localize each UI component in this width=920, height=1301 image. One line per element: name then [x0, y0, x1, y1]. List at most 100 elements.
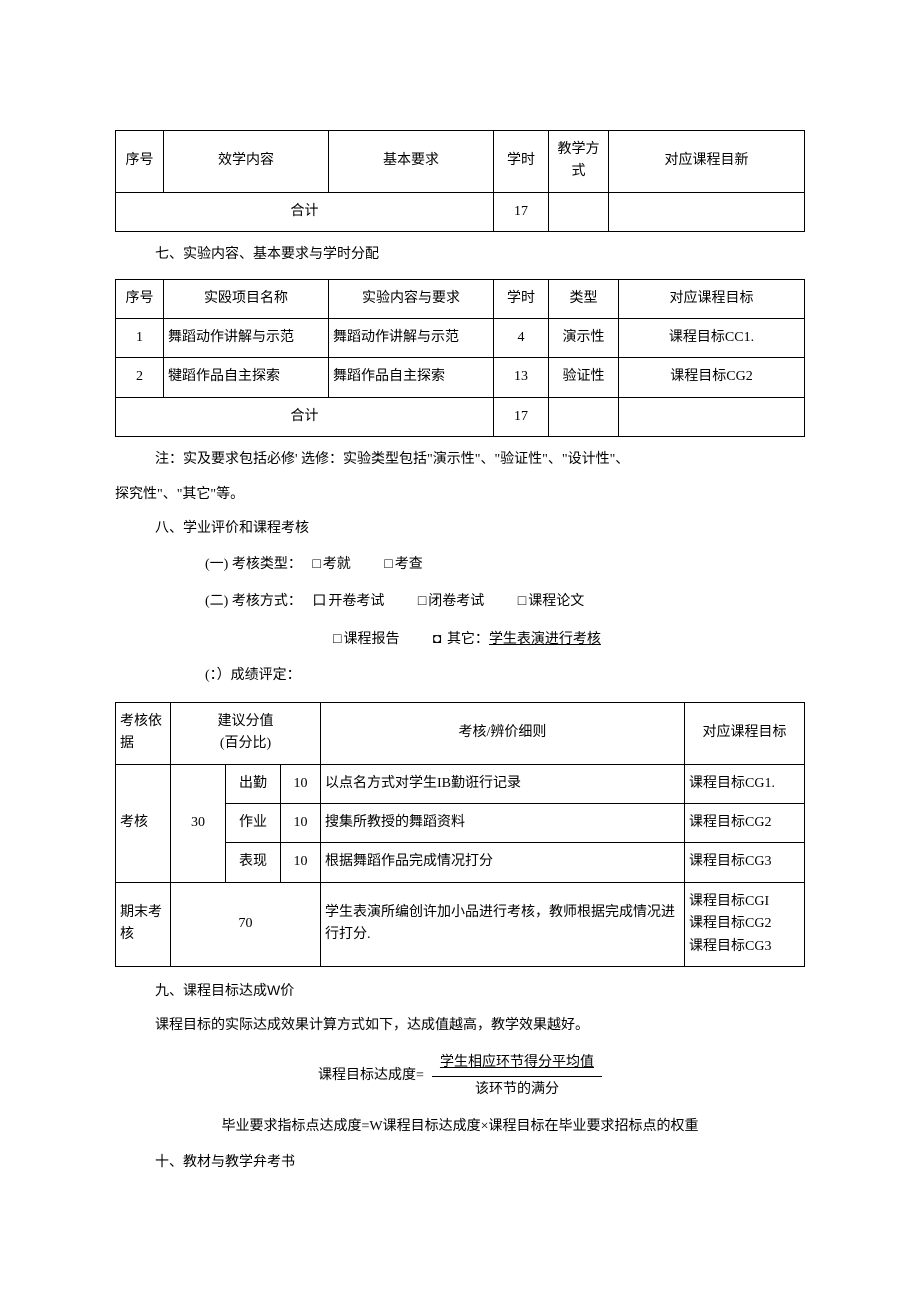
header-detail: 考核/辨价细则: [321, 702, 685, 764]
sub-goal: 课程目标CG1.: [685, 764, 805, 803]
section-9-title: 九、课程目标达成W价: [155, 979, 805, 1003]
note-line2: 探究性"、"其它"等。: [115, 484, 805, 506]
opt-exam: 考就: [323, 557, 351, 572]
row-content: 舞蹈作品自主探索: [329, 358, 494, 397]
assessment-type-row: (一) 考核类型： □考就 □考查: [205, 554, 805, 576]
row-num: 1: [116, 318, 164, 357]
opt-other-prefix: 其它：: [447, 632, 489, 647]
table-header-row: 序号 效学内容 基本要求 学时 教学方式 对应课程目新: [116, 131, 805, 193]
header-cell: 类型: [549, 279, 619, 318]
total-hours: 17: [494, 192, 549, 231]
item2-label: (二) 考核方式：: [205, 594, 302, 609]
group-name: 考核: [116, 764, 171, 882]
opt-paper: 课程论文: [528, 594, 584, 609]
section-8-title: 八、学业评价和课程考核: [155, 518, 805, 540]
sub-detail: 以点名方式对学生IB勤诳行记录: [321, 764, 685, 803]
sub-detail: 根据舞蹈作品完成情况打分: [321, 843, 685, 882]
opt-open: 开卷考试: [328, 594, 384, 609]
goal-line: 课程目标CG3: [689, 939, 771, 954]
grading-label: (：）成绩评定：: [205, 665, 805, 687]
total-hours: 17: [494, 397, 549, 436]
row-type: 验证性: [549, 358, 619, 397]
row-content: 舞蹈动作讲解与示范: [329, 318, 494, 357]
header-basis: 考核依据: [116, 702, 171, 764]
sub-detail: 搜集所教授的舞蹈资料: [321, 804, 685, 843]
goal-line: 课程目标CGI: [689, 894, 769, 909]
header-cell: 序号: [116, 131, 164, 193]
checkbox-icon: □: [418, 591, 426, 613]
total-label: 合计: [116, 192, 494, 231]
opt-other-text: 学生表演进行考核: [489, 632, 601, 647]
opt-closed: 闭卷考试: [428, 594, 484, 609]
header-cell: 序号: [116, 279, 164, 318]
header-cell: 学时: [494, 279, 549, 318]
checkbox-icon: □: [384, 554, 392, 576]
table-row: 期末考核 70 学生表演所编创许加小品进行考核，教师根据完成情况进行打分. 课程…: [116, 882, 805, 966]
checkbox-checked-icon: ◘: [433, 627, 441, 649]
header-cell: 对应课程目新: [609, 131, 805, 193]
section-9-desc: 课程目标的实际达成效果计算方式如下，达成值越高，教学效果越好。: [155, 1015, 805, 1037]
header-cell: 实殴项目名称: [164, 279, 329, 318]
sub-item: 表现: [226, 843, 281, 882]
group-score: 30: [171, 764, 226, 882]
fraction: 学生相应环节得分平均值 该环节的满分: [432, 1052, 602, 1102]
note-line1: 注：实及要求包括必修' 选修：实验类型包括"演示性"、"验证性"、"设计性"、: [155, 449, 805, 471]
empty-cell: [549, 397, 619, 436]
assessment-method-row1: (二) 考核方式： 口开卷考试 □闭卷考试 □课程论文: [205, 591, 805, 613]
table-row: 考核 30 出勤 10 以点名方式对学生IB勤诳行记录 课程目标CG1.: [116, 764, 805, 803]
teaching-content-table: 序号 效学内容 基本要求 学时 教学方式 对应课程目新 合计 17: [115, 130, 805, 232]
row-type: 演示性: [549, 318, 619, 357]
assessment-table: 考核依据 建议分值 (百分比) 考核/辨价细则 对应课程目标 考核 30 出勤 …: [115, 702, 805, 967]
formula-1: 课程目标达成度= 学生相应环节得分平均值 该环节的满分: [115, 1052, 805, 1102]
row-name: 犍蹈作品自主探索: [164, 358, 329, 397]
table-total-row: 合计 17: [116, 192, 805, 231]
row-hours: 4: [494, 318, 549, 357]
empty-cell: [549, 192, 609, 231]
goal-line: 课程目标CG2: [689, 916, 771, 931]
sub-item: 作业: [226, 804, 281, 843]
section-7-title: 七、实验内容、基本要求与学时分配: [155, 244, 805, 266]
formula-numerator: 学生相应环节得分平均值: [432, 1052, 602, 1077]
formula-2: 毕业要求指标点达成度=W课程目标达成度×课程目标在毕业要求招标点的权重: [115, 1116, 805, 1138]
row-num: 2: [116, 358, 164, 397]
group-goals: 课程目标CGI 课程目标CG2 课程目标CG3: [685, 882, 805, 966]
sub-goal: 课程目标CG2: [685, 804, 805, 843]
item1-label: (一) 考核类型：: [205, 557, 302, 572]
row-goal: 课程目标CG2: [619, 358, 805, 397]
header-score-line2: (百分比): [220, 736, 271, 751]
row-goal: 课程目标CC1.: [619, 318, 805, 357]
header-cell: 教学方式: [549, 131, 609, 193]
checkbox-icon: □: [518, 591, 526, 613]
section-10-title: 十、教材与教学弁考书: [155, 1152, 805, 1174]
formula-denominator: 该环节的满分: [475, 1077, 559, 1101]
sub-item: 出勤: [226, 764, 281, 803]
group-score: 70: [171, 882, 321, 966]
row-name: 舞蹈动作讲解与示范: [164, 318, 329, 357]
header-cell: 基本要求: [329, 131, 494, 193]
header-cell: 学时: [494, 131, 549, 193]
header-goal: 对应课程目标: [685, 702, 805, 764]
total-label: 合计: [116, 397, 494, 436]
table-row: 2 犍蹈作品自主探索 舞蹈作品自主探索 13 验证性 课程目标CG2: [116, 358, 805, 397]
group-name: 期末考核: [116, 882, 171, 966]
header-cell: 实验内容与要求: [329, 279, 494, 318]
header-cell: 效学内容: [164, 131, 329, 193]
opt-report: 课程报告: [343, 632, 399, 647]
opt-check: 考查: [395, 557, 423, 572]
group-detail: 学生表演所编创许加小品进行考核，教师根据完成情况进行打分.: [321, 882, 685, 966]
checkbox-icon: □: [333, 629, 341, 651]
header-cell: 对应课程目标: [619, 279, 805, 318]
sub-pts: 10: [281, 804, 321, 843]
sub-goal: 课程目标CG3: [685, 843, 805, 882]
row-hours: 13: [494, 358, 549, 397]
experiment-table: 序号 实殴项目名称 实验内容与要求 学时 类型 对应课程目标 1 舞蹈动作讲解与…: [115, 279, 805, 438]
assessment-method-row2: □课程报告 ◘ 其它：学生表演进行考核: [333, 627, 805, 651]
formula-label: 课程目标达成度=: [318, 1065, 424, 1087]
empty-cell: [619, 397, 805, 436]
sub-pts: 10: [281, 764, 321, 803]
table-row: 1 舞蹈动作讲解与示范 舞蹈动作讲解与示范 4 演示性 课程目标CC1.: [116, 318, 805, 357]
table-header-row: 序号 实殴项目名称 实验内容与要求 学时 类型 对应课程目标: [116, 279, 805, 318]
table-total-row: 合计 17: [116, 397, 805, 436]
header-score: 建议分值 (百分比): [171, 702, 321, 764]
header-score-line1: 建议分值: [218, 714, 274, 729]
